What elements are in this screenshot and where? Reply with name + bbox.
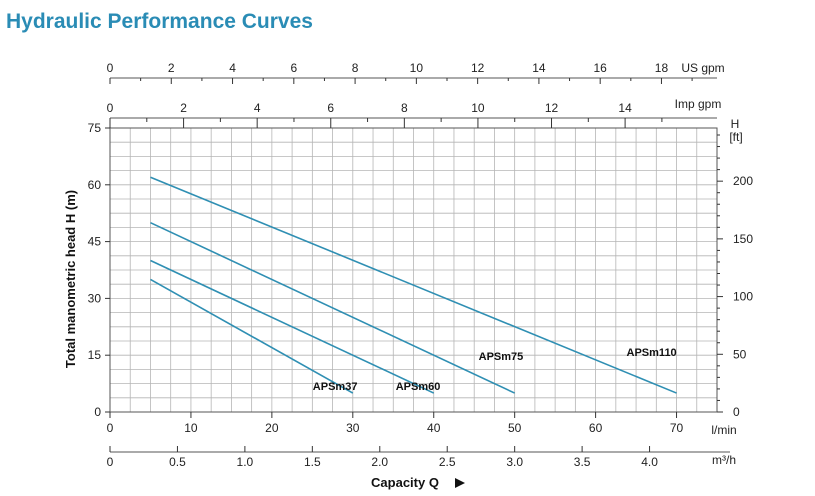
us-gpm-tick-label: 16 (594, 61, 608, 75)
series-label-apsm37: APSm37 (313, 381, 358, 393)
chart-axes (105, 77, 730, 453)
series-label-apsm75: APSm75 (479, 351, 524, 363)
m3h-tick-label: 2.5 (439, 455, 456, 469)
y-tick-label: 75 (88, 121, 102, 135)
x-tick-label: 40 (427, 421, 441, 435)
ft-tick-label: 100 (733, 290, 753, 304)
imp-gpm-tick-label: 6 (327, 101, 334, 115)
m3h-tick-label: 4.0 (641, 455, 658, 469)
imp-gpm-unit-label: Imp gpm (675, 97, 722, 111)
x-unit-label: l/min (711, 423, 736, 437)
plot-frame (109, 127, 718, 413)
series-label-apsm60: APSm60 (396, 381, 441, 393)
y-tick-label: 30 (88, 291, 102, 305)
us-gpm-tick-label: 6 (290, 61, 297, 75)
us-gpm-tick-label: 4 (229, 61, 236, 75)
chart-grid (109, 127, 718, 413)
us-gpm-tick-label: 14 (532, 61, 546, 75)
series-line-apsm75 (150, 221, 516, 394)
us-gpm-tick-label: 10 (410, 61, 424, 75)
m3h-tick-label: 3.5 (574, 455, 591, 469)
m3h-tick-label: 1.0 (237, 455, 254, 469)
x-axis-title: Capacity Q (371, 475, 439, 490)
y-tick-label: 45 (88, 235, 102, 249)
ft-unit-label: [ft] (729, 130, 742, 144)
x-tick-label: 50 (508, 421, 522, 435)
ft-tick-label: 150 (733, 232, 753, 246)
imp-gpm-tick-label: 0 (107, 101, 114, 115)
series-line-apsm60 (150, 259, 435, 394)
y-tick-label: 15 (88, 348, 102, 362)
imp-gpm-tick-label: 10 (471, 101, 485, 115)
x-tick-label: 30 (346, 421, 360, 435)
us-gpm-tick-label: 12 (471, 61, 485, 75)
imp-gpm-tick-label: 12 (545, 101, 559, 115)
m3h-tick-label: 0.5 (169, 455, 186, 469)
imp-gpm-tick-label: 2 (180, 101, 187, 115)
ft-tick-label: 50 (733, 347, 747, 361)
us-gpm-unit-label: US gpm (681, 61, 724, 75)
us-gpm-tick-label: 18 (655, 61, 669, 75)
y-tick-label: 0 (94, 405, 101, 419)
x-tick-label: 20 (265, 421, 279, 435)
series-label-apsm110: APSm110 (627, 347, 677, 359)
x-tick-label: 10 (184, 421, 198, 435)
m3h-unit-label: m³/h (712, 453, 736, 467)
x-tick-label: 0 (107, 421, 114, 435)
m3h-tick-label: 0 (107, 455, 114, 469)
series-line-apsm110 (150, 176, 677, 394)
x-tick-label: 60 (589, 421, 603, 435)
series-lines (150, 176, 677, 394)
m3h-tick-label: 1.5 (304, 455, 321, 469)
m3h-tick-label: 2.0 (371, 455, 388, 469)
imp-gpm-tick-label: 8 (401, 101, 408, 115)
us-gpm-tick-label: 0 (107, 61, 114, 75)
x-tick-label: 70 (670, 421, 684, 435)
us-gpm-tick-label: 8 (352, 61, 359, 75)
y-tick-label: 60 (88, 178, 102, 192)
series-line-apsm37 (150, 278, 354, 394)
imp-gpm-tick-label: 14 (618, 101, 632, 115)
y-axis-title: Total manometric head H (m) (63, 190, 78, 368)
ft-tick-label: 200 (733, 174, 753, 188)
ft-unit-label: H (731, 117, 740, 131)
x-axis-arrow-icon (455, 478, 465, 488)
m3h-tick-label: 3.0 (506, 455, 523, 469)
us-gpm-tick-label: 2 (168, 61, 175, 75)
page-title: Hydraulic Performance Curves (6, 10, 313, 33)
ft-tick-label: 0 (733, 405, 740, 419)
imp-gpm-tick-label: 4 (254, 101, 261, 115)
